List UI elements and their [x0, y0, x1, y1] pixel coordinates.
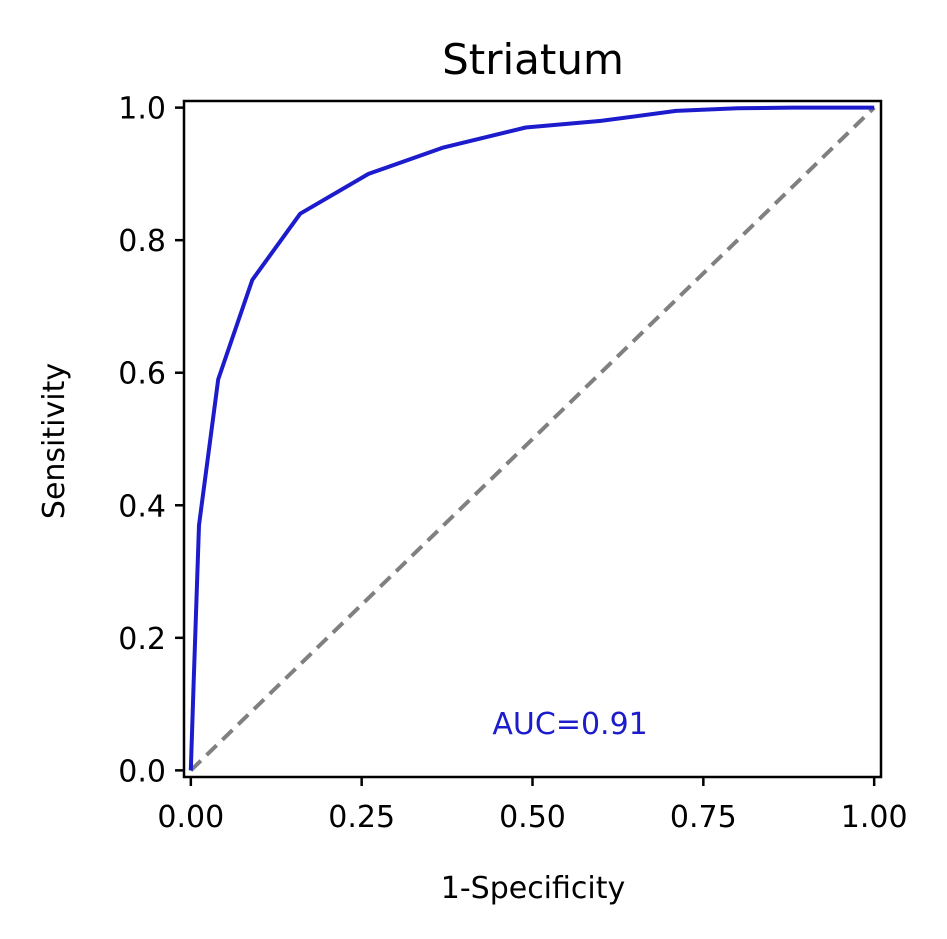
y-tick-label: 0.8	[118, 224, 166, 259]
y-tick-label: 0.0	[118, 754, 166, 789]
y-tick-label: 0.2	[118, 622, 166, 657]
y-tick-label: 0.6	[118, 357, 166, 392]
x-axis-ticks: 0.00 0.25 0.50 0.75 1.00	[157, 777, 908, 835]
chance-diagonal-line	[189, 106, 876, 772]
y-tick-label: 1.0	[118, 92, 166, 127]
plot-area: AUC=0.91	[188, 105, 876, 772]
y-axis-ticks: 0.0 0.2 0.4 0.6 0.8 1.0	[118, 92, 184, 789]
plot-frame	[182, 99, 883, 779]
roc-curve-line	[188, 105, 875, 771]
chart-title: Striatum	[442, 35, 624, 84]
y-tick-label: 0.4	[118, 489, 166, 524]
x-tick-label: 1.00	[841, 800, 908, 835]
x-tick-label: 0.75	[670, 800, 737, 835]
x-axis-label: 1-Specificity	[441, 871, 626, 906]
y-axis-label: Sensitivity	[37, 363, 72, 519]
x-tick-label: 0.50	[499, 800, 566, 835]
auc-annotation: AUC=0.91	[492, 707, 647, 742]
x-tick-label: 0.00	[157, 800, 224, 835]
x-tick-label: 0.25	[328, 800, 395, 835]
